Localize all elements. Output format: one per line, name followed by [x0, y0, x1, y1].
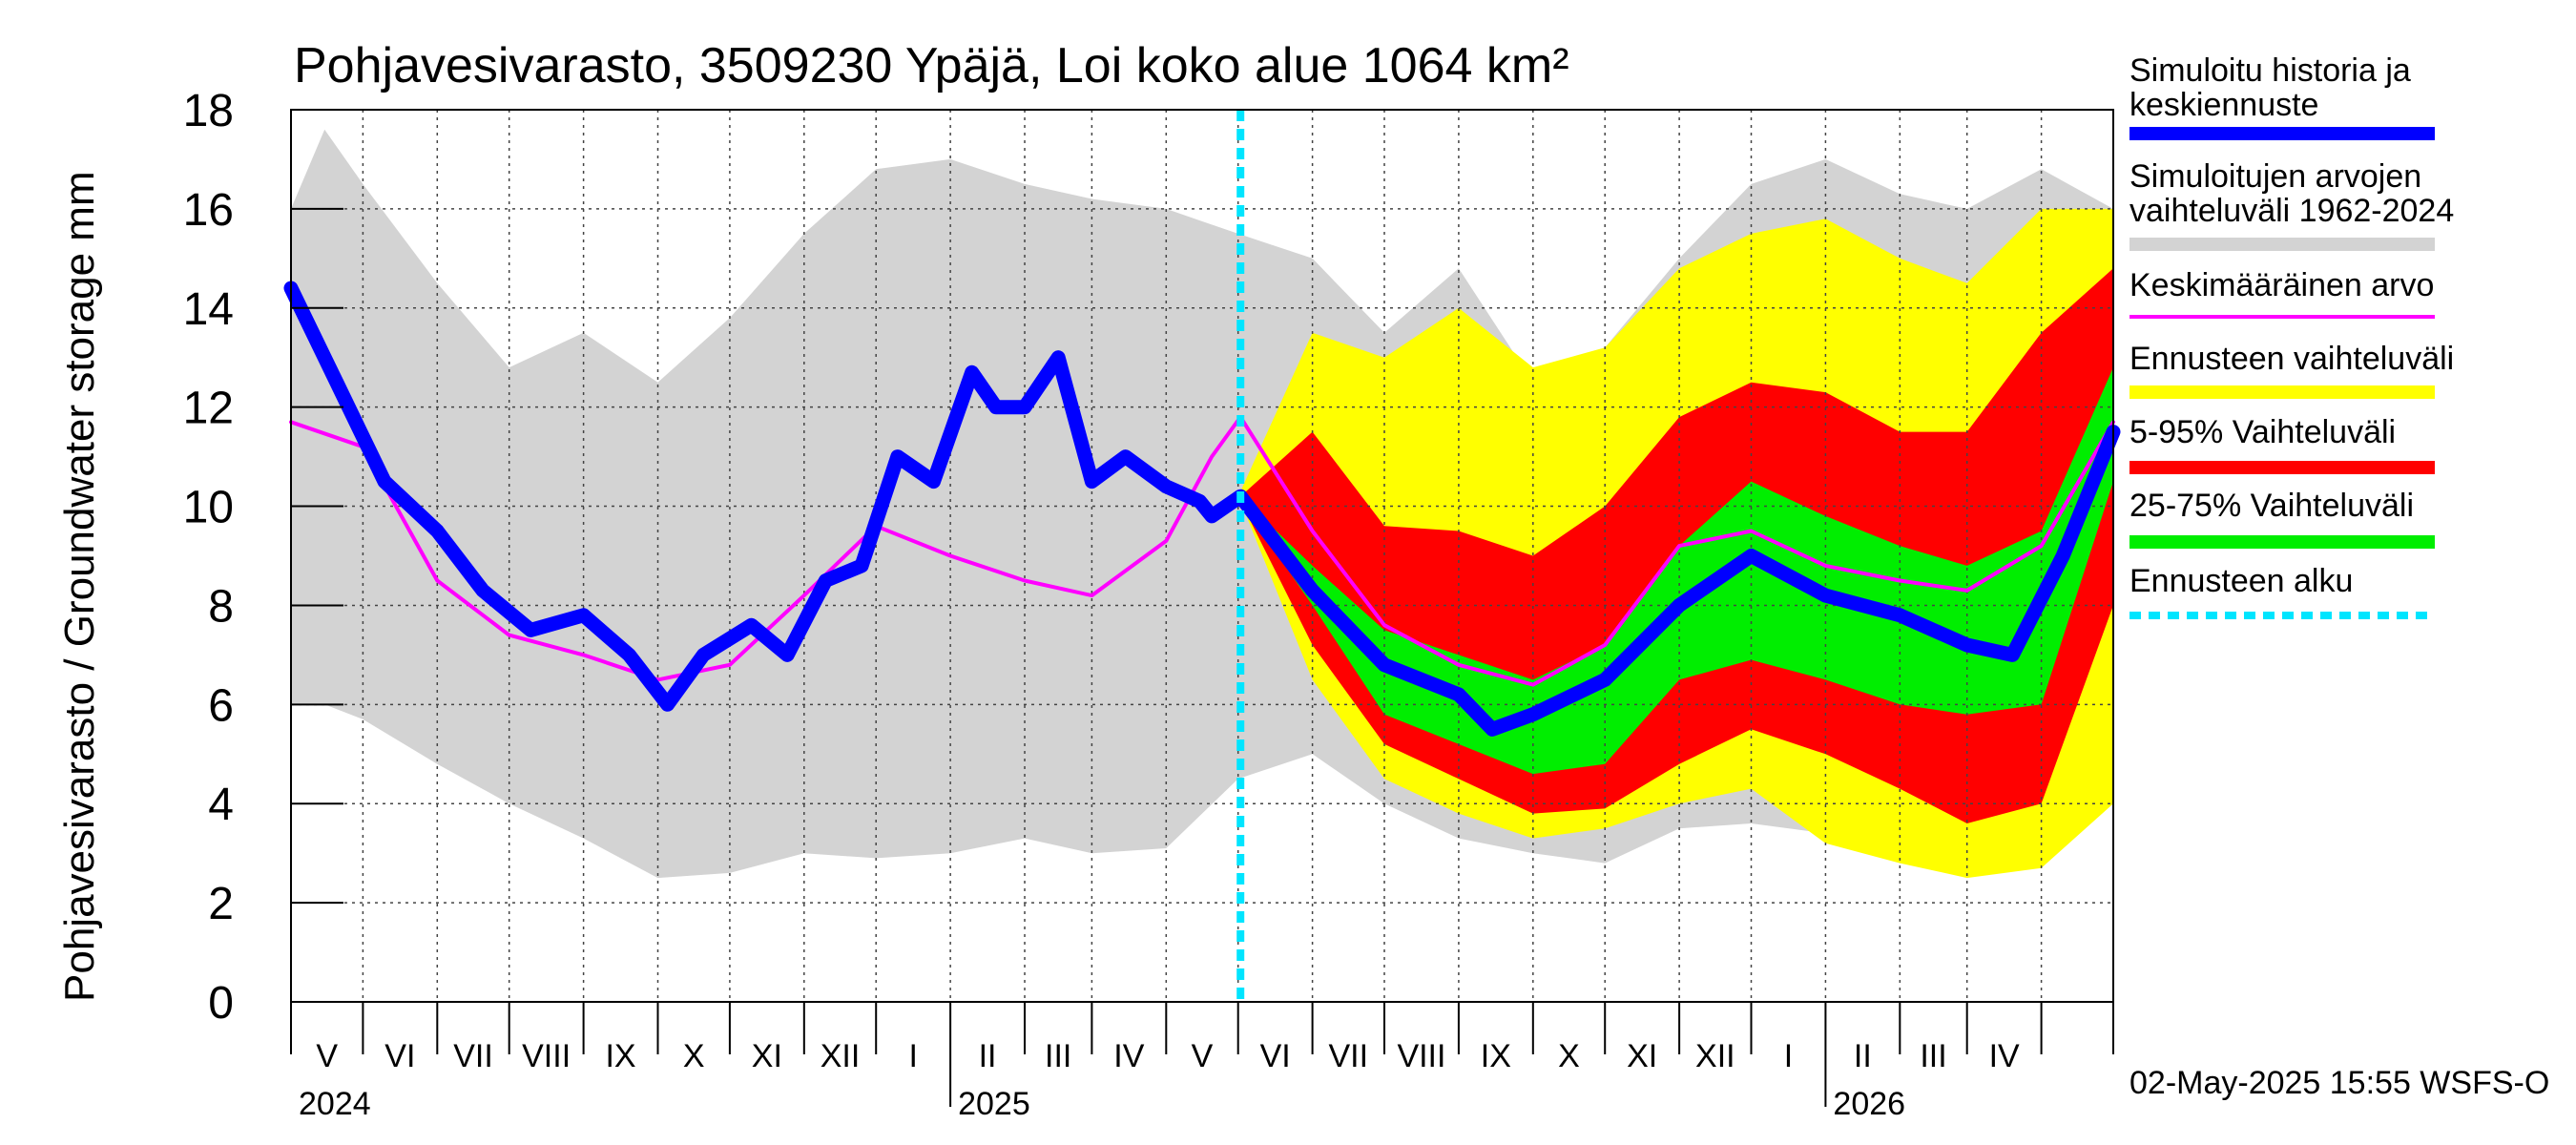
y-tick-label: 12: [183, 384, 234, 434]
y-tick-label: 16: [183, 185, 234, 236]
month-label: VIII: [1397, 1038, 1445, 1074]
legend-label: Ennusteen vaihteluväli: [2129, 341, 2454, 377]
legend-label: keskiennuste: [2129, 87, 2318, 123]
y-tick-label: 14: [183, 284, 234, 335]
month-label: II: [979, 1038, 997, 1074]
month-label: XII: [821, 1038, 861, 1074]
month-label: IX: [1481, 1038, 1511, 1074]
month-label: VII: [1329, 1038, 1369, 1074]
legend-label: Simuloitujen arvojen: [2129, 158, 2421, 195]
legend: Simuloitu historia jakeskiennusteSimuloi…: [2129, 52, 2454, 619]
month-label: VI: [1260, 1038, 1291, 1074]
legend-item: Ennusteen alku: [2129, 563, 2435, 619]
month-label: XI: [752, 1038, 782, 1074]
legend-label: Keskimääräinen arvo: [2129, 267, 2434, 303]
legend-item: 5-95% Vaihteluväli: [2129, 414, 2435, 474]
month-label: VIII: [522, 1038, 571, 1074]
month-label: IV: [1989, 1038, 2020, 1074]
series-lines: [283, 110, 2121, 1002]
legend-item: Ennusteen vaihteluväli: [2129, 341, 2454, 399]
year-label: 2025: [958, 1086, 1030, 1122]
month-label: VII: [453, 1038, 493, 1074]
y-axis-label: Pohjavesivarasto / Groundwater storage m…: [56, 171, 103, 1002]
month-label: IX: [605, 1038, 635, 1074]
month-label: III: [1920, 1038, 1946, 1074]
year-label: 2024: [299, 1086, 371, 1122]
y-tick-label: 4: [208, 780, 234, 830]
y-tick-label: 6: [208, 680, 234, 731]
plot-frame: [290, 109, 2114, 1003]
y-tick-label: 2: [208, 879, 234, 929]
month-label: I: [1784, 1038, 1793, 1074]
legend-label: 5-95% Vaihteluväli: [2129, 414, 2396, 450]
p25-75-band: [1240, 367, 2113, 775]
month-label: X: [1558, 1038, 1580, 1074]
chart-title: Pohjavesivarasto, 3509230 Ypäjä, Loi kok…: [294, 38, 1569, 94]
mean-line: [289, 415, 2115, 687]
legend-label: Simuloitu historia ja: [2129, 52, 2411, 89]
month-label: V: [1192, 1038, 1214, 1074]
month-label: II: [1854, 1038, 1872, 1074]
legend-item: Keskimääräinen arvo: [2129, 267, 2435, 319]
legend-label: 25-75% Vaihteluväli: [2129, 488, 2414, 524]
year-label: 2026: [1833, 1086, 1905, 1122]
month-label: XI: [1627, 1038, 1657, 1074]
month-label: VI: [384, 1038, 415, 1074]
y-tick-label: 18: [183, 86, 234, 136]
month-label: IV: [1113, 1038, 1144, 1074]
y-tick-label: 0: [208, 978, 234, 1029]
month-label: I: [908, 1038, 917, 1074]
legend-label: Ennusteen alku: [2129, 563, 2353, 599]
legend-label: vaihteluväli 1962-2024: [2129, 193, 2454, 229]
month-label: XII: [1695, 1038, 1735, 1074]
history-median-line: [283, 281, 2121, 737]
legend-item: 25-75% Vaihteluväli: [2129, 488, 2435, 549]
timestamp: 02-May-2025 15:55 WSFS-O: [2129, 1065, 2549, 1101]
month-label: X: [683, 1038, 705, 1074]
y-tick-label: 8: [208, 581, 234, 632]
month-label: V: [316, 1038, 338, 1074]
y-tick-label: 10: [183, 483, 234, 533]
month-label: III: [1045, 1038, 1071, 1074]
